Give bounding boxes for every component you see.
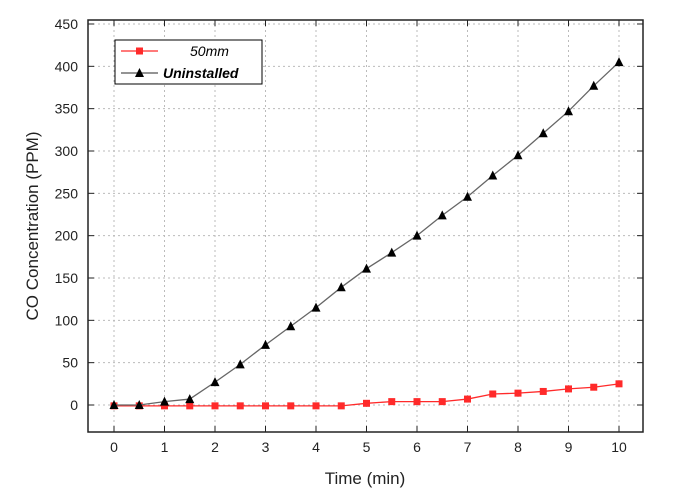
x-tick-label: 10 [611, 439, 627, 455]
data-point-50mm [186, 402, 194, 410]
data-point-50mm [438, 398, 446, 406]
data-point-uninstalled [513, 150, 523, 160]
legend: 50mm Uninstalled [114, 39, 263, 85]
y-tick-label: 300 [55, 143, 79, 159]
series-layer [109, 57, 624, 410]
data-point-uninstalled [185, 394, 195, 404]
data-point-50mm [236, 402, 244, 410]
data-point-uninstalled [362, 263, 371, 273]
data-point-50mm [615, 380, 623, 388]
x-tick-label: 8 [514, 439, 522, 455]
data-point-uninstalled [336, 282, 346, 292]
data-point-uninstalled [160, 396, 169, 406]
data-point-50mm [287, 402, 295, 410]
x-tick-label: 4 [312, 439, 320, 455]
y-tick-label: 150 [55, 270, 79, 286]
data-point-50mm [312, 402, 320, 410]
data-point-50mm [565, 385, 572, 393]
series-line-uninstalled [114, 61, 620, 406]
data-point-50mm [489, 390, 497, 398]
data-point-uninstalled [437, 210, 447, 220]
data-point-uninstalled [109, 400, 119, 409]
y-tick-label: 50 [62, 355, 78, 371]
data-point-50mm [464, 395, 471, 403]
data-point-uninstalled [261, 339, 270, 349]
y-tick-label: 350 [55, 101, 79, 117]
data-point-uninstalled [387, 247, 397, 257]
y-tick-label: 0 [70, 397, 78, 413]
y-tick-label: 100 [55, 312, 79, 328]
data-point-uninstalled [210, 377, 220, 387]
data-point-50mm [514, 389, 522, 397]
x-tick-label: 1 [161, 439, 169, 455]
y-axis-label: CO Concentration (PPM) [23, 132, 42, 321]
x-tick-label: 0 [110, 439, 118, 455]
data-point-uninstalled [134, 400, 144, 409]
y-tick-label: 200 [55, 228, 79, 244]
legend-marker-50mm [136, 47, 143, 55]
data-point-50mm [363, 399, 370, 407]
x-tick-label: 6 [413, 439, 421, 455]
data-point-50mm [337, 402, 345, 410]
x-axis-label: Time (min) [325, 469, 406, 488]
legend-label-50mm: 50mm [190, 43, 229, 59]
x-tick-label: 7 [464, 439, 472, 455]
data-point-50mm [590, 383, 598, 391]
y-tick-label: 450 [55, 16, 79, 32]
legend-label-uninstalled: Uninstalled [163, 65, 239, 81]
data-point-50mm [211, 402, 219, 410]
data-point-uninstalled [488, 170, 498, 180]
data-point-uninstalled [538, 128, 548, 138]
data-point-uninstalled [589, 80, 599, 90]
x-tick-label: 9 [565, 439, 573, 455]
grid [88, 20, 643, 432]
legend-marker-uninstalled [135, 68, 144, 77]
data-point-uninstalled [614, 57, 624, 67]
data-point-50mm [539, 387, 547, 395]
x-tick-label: 5 [363, 439, 371, 455]
plot-frame [87, 19, 644, 433]
y-tick-label: 250 [55, 185, 79, 201]
data-point-50mm [161, 402, 168, 410]
data-point-uninstalled [286, 321, 296, 331]
data-point-50mm [413, 398, 421, 406]
x-tick-label: 2 [211, 439, 219, 455]
data-point-uninstalled [564, 106, 573, 116]
data-point-uninstalled [235, 359, 245, 369]
data-point-uninstalled [412, 230, 422, 240]
data-point-uninstalled [311, 302, 321, 312]
y-tick-label: 400 [55, 58, 79, 74]
x-tick-label: 3 [262, 439, 270, 455]
data-point-50mm [388, 398, 396, 406]
data-point-50mm [262, 402, 269, 410]
data-point-uninstalled [463, 191, 472, 201]
